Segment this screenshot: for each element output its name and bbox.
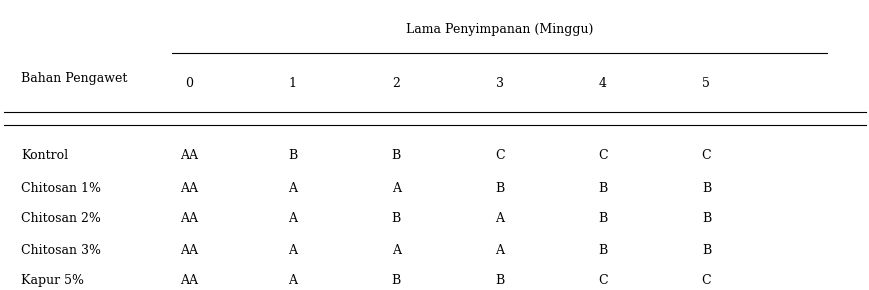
Text: A: A [494, 244, 503, 257]
Text: Chitosan 3%: Chitosan 3% [22, 244, 102, 257]
Text: A: A [288, 182, 297, 195]
Text: A: A [288, 244, 297, 257]
Text: B: B [494, 274, 504, 287]
Text: Chitosan 2%: Chitosan 2% [22, 211, 101, 224]
Text: C: C [494, 149, 504, 162]
Text: 5: 5 [701, 77, 710, 90]
Text: AA: AA [180, 182, 198, 195]
Text: AA: AA [180, 211, 198, 224]
Text: B: B [288, 149, 297, 162]
Text: B: B [391, 211, 401, 224]
Text: 2: 2 [392, 77, 400, 90]
Text: Kapur 5%: Kapur 5% [22, 274, 84, 287]
Text: A: A [494, 211, 503, 224]
Text: B: B [598, 182, 607, 195]
Text: A: A [391, 182, 401, 195]
Text: AA: AA [180, 244, 198, 257]
Text: C: C [700, 274, 711, 287]
Text: 3: 3 [495, 77, 503, 90]
Text: A: A [288, 211, 297, 224]
Text: B: B [701, 244, 710, 257]
Text: B: B [391, 149, 401, 162]
Text: B: B [701, 182, 710, 195]
Text: AA: AA [180, 149, 198, 162]
Text: B: B [391, 274, 401, 287]
Text: B: B [701, 211, 710, 224]
Text: 4: 4 [599, 77, 607, 90]
Text: B: B [598, 211, 607, 224]
Text: C: C [700, 149, 711, 162]
Text: B: B [598, 244, 607, 257]
Text: A: A [288, 274, 297, 287]
Text: Chitosan 1%: Chitosan 1% [22, 182, 102, 195]
Text: C: C [598, 274, 607, 287]
Text: Kontrol: Kontrol [22, 149, 69, 162]
Text: Bahan Pengawet: Bahan Pengawet [22, 72, 128, 85]
Text: AA: AA [180, 274, 198, 287]
Text: 1: 1 [289, 77, 296, 90]
Text: Lama Penyimpanan (Minggu): Lama Penyimpanan (Minggu) [406, 23, 593, 36]
Text: A: A [391, 244, 401, 257]
Text: C: C [598, 149, 607, 162]
Text: 0: 0 [185, 77, 193, 90]
Text: B: B [494, 182, 504, 195]
